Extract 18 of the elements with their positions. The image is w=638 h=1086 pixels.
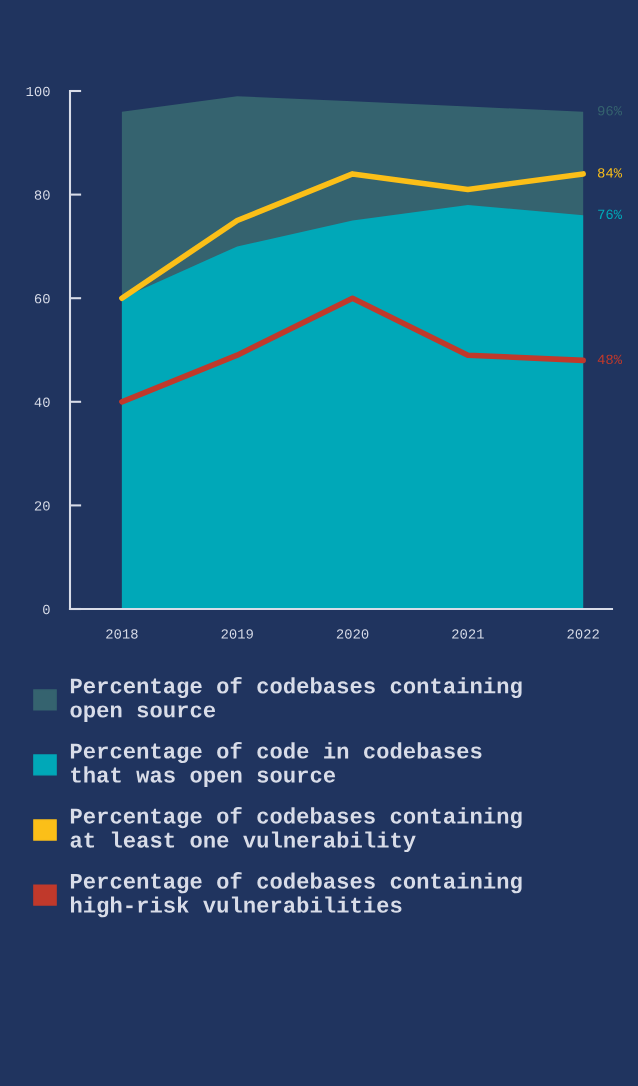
data-label: 48% [597, 354, 623, 365]
legend-label: Percentage of codebases containing at least one vulnerability [70, 807, 522, 853]
y-tick-label: 100 [26, 86, 50, 97]
y-tick-label: 0 [43, 604, 50, 615]
data-label: 84% [597, 168, 623, 178]
x-tick-label: 2020 [336, 629, 369, 639]
x-tick-label: 2021 [452, 629, 484, 639]
x-tick-label: 2018 [106, 629, 138, 639]
y-tick-label: 80 [34, 190, 50, 200]
legend-label: Percentage of codebases containing open source [70, 676, 522, 722]
y-tick-label: 40 [34, 397, 50, 407]
legend-label: Percentage of code in codebases that was open source [70, 741, 482, 788]
y-tick-label: 20 [34, 501, 50, 511]
y-tick-label: 60 [34, 293, 50, 304]
x-tick-label: 2019 [221, 629, 253, 639]
data-label: 76% [598, 209, 623, 220]
legend-label: Percentage of codebases containing high-risk vulnerabilities [70, 872, 522, 918]
x-tick-label: 2022 [567, 629, 599, 639]
